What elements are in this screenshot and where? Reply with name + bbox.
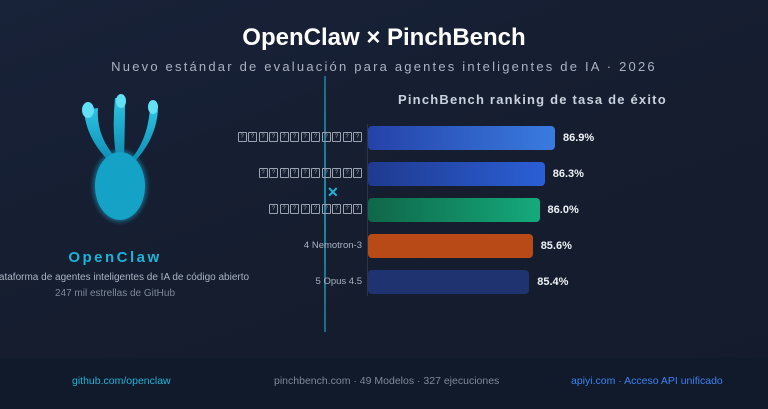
- bar: [368, 270, 530, 294]
- footer-stats: pinchbench.com · 49 Modelos · 327 ejecuc…: [274, 375, 500, 387]
- brand-description: Plataforma de agentes inteligentes de IA…: [0, 272, 250, 283]
- value-label: 85.4%: [537, 276, 569, 288]
- page-title: OpenClaw × PinchBench: [242, 24, 526, 51]
- y-axis-line: [367, 124, 368, 296]
- category-label: ????????????: [236, 126, 362, 150]
- cross-icon: ✕: [327, 184, 339, 200]
- bar: [368, 126, 555, 150]
- value-label: 86.9%: [563, 132, 595, 144]
- apiyi-link[interactable]: apiyi.com · Acceso API unificado: [571, 375, 723, 387]
- category-label: ?????????: [268, 198, 362, 222]
- category-label: 5 Opus 4.5: [315, 276, 362, 287]
- category-label: 4 Nemotron-3: [303, 240, 362, 251]
- value-label: 86.0%: [547, 204, 579, 216]
- chart-title: PinchBench ranking de tasa de éxito: [398, 92, 667, 107]
- bar: [368, 234, 533, 258]
- github-link[interactable]: github.com/openclaw: [72, 375, 171, 387]
- category-label: ??????????: [257, 162, 362, 186]
- page-subtitle: Nuevo estándar de evaluación para agente…: [111, 59, 657, 74]
- bar: [368, 198, 540, 222]
- brand-stars: 247 mil estrellas de GitHub: [54, 288, 176, 299]
- vertical-divider: [324, 76, 326, 332]
- brand-name: OpenClaw: [68, 249, 162, 266]
- footer: [0, 358, 768, 409]
- bar: [368, 162, 545, 186]
- claw-logo-icon: [82, 94, 158, 222]
- value-label: 86.3%: [552, 168, 584, 180]
- value-label: 85.6%: [540, 240, 572, 252]
